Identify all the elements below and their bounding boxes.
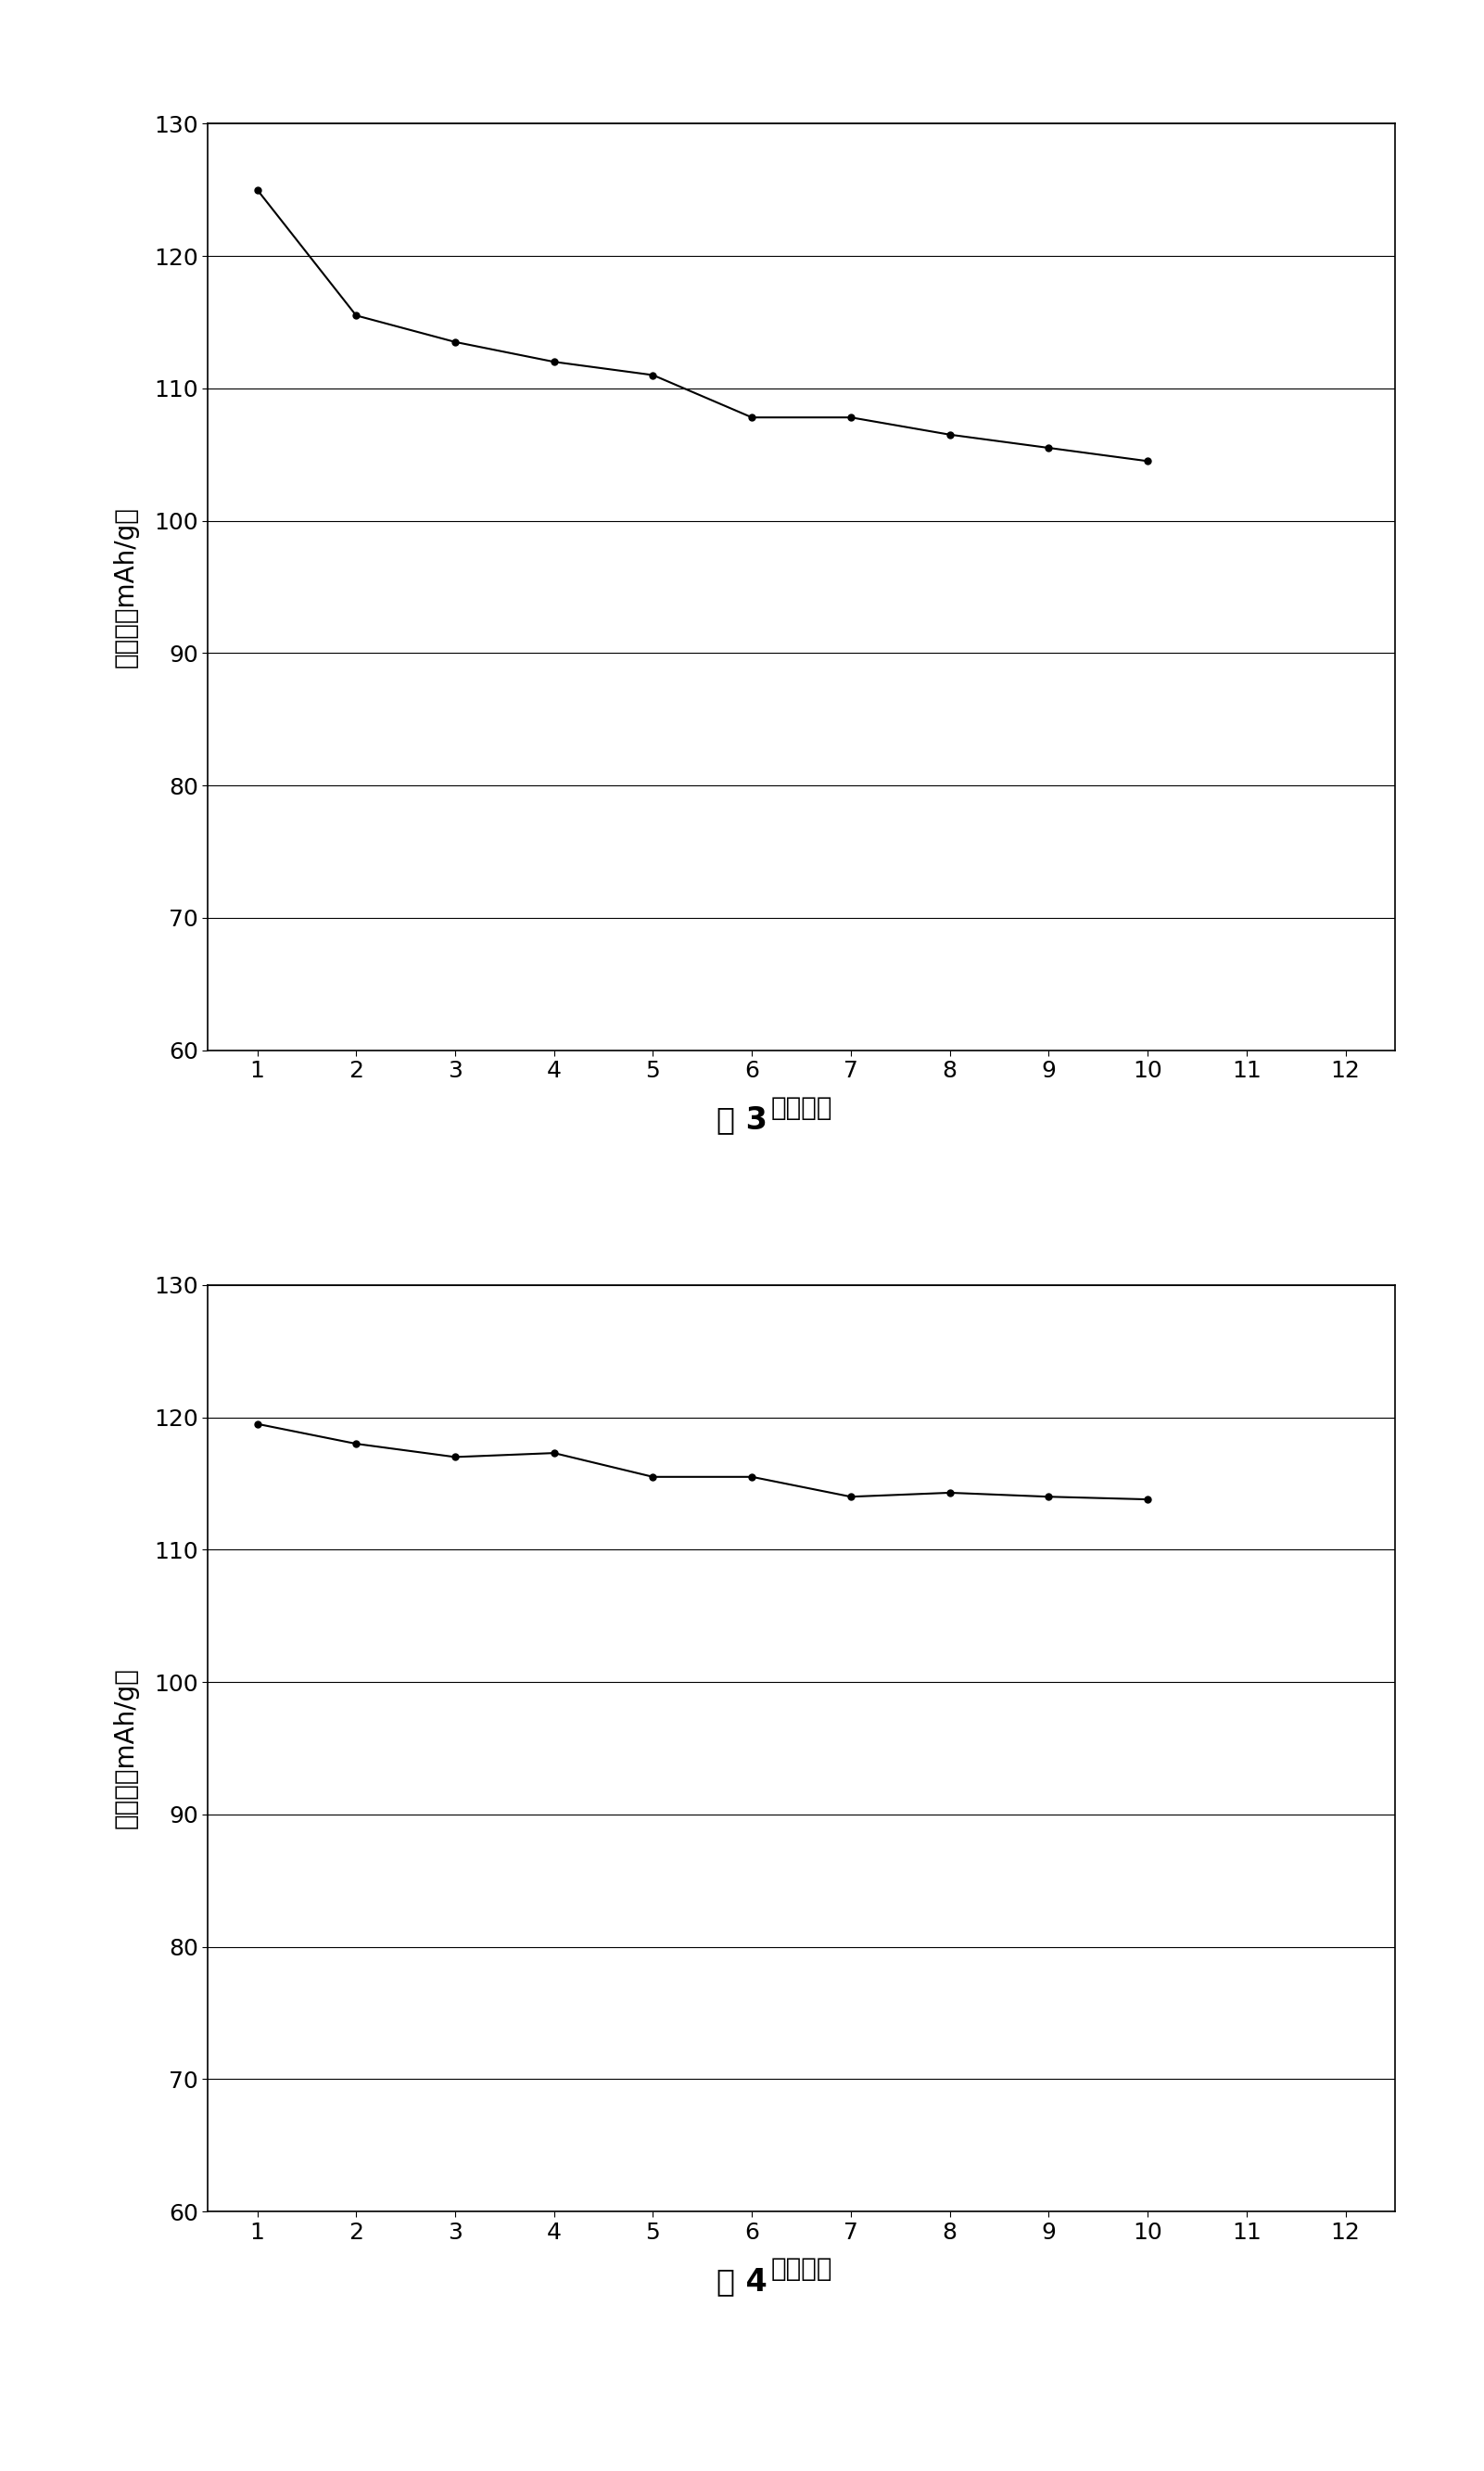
Y-axis label: 比容量（mAh/g）: 比容量（mAh/g）	[113, 507, 138, 667]
X-axis label: 循环次数: 循环次数	[770, 1095, 833, 1122]
X-axis label: 循环次数: 循环次数	[770, 2256, 833, 2283]
Y-axis label: 比容量（mAh/g）: 比容量（mAh/g）	[113, 1668, 138, 1829]
Text: 图 4: 图 4	[717, 2266, 767, 2296]
Text: 图 3: 图 3	[717, 1105, 767, 1134]
